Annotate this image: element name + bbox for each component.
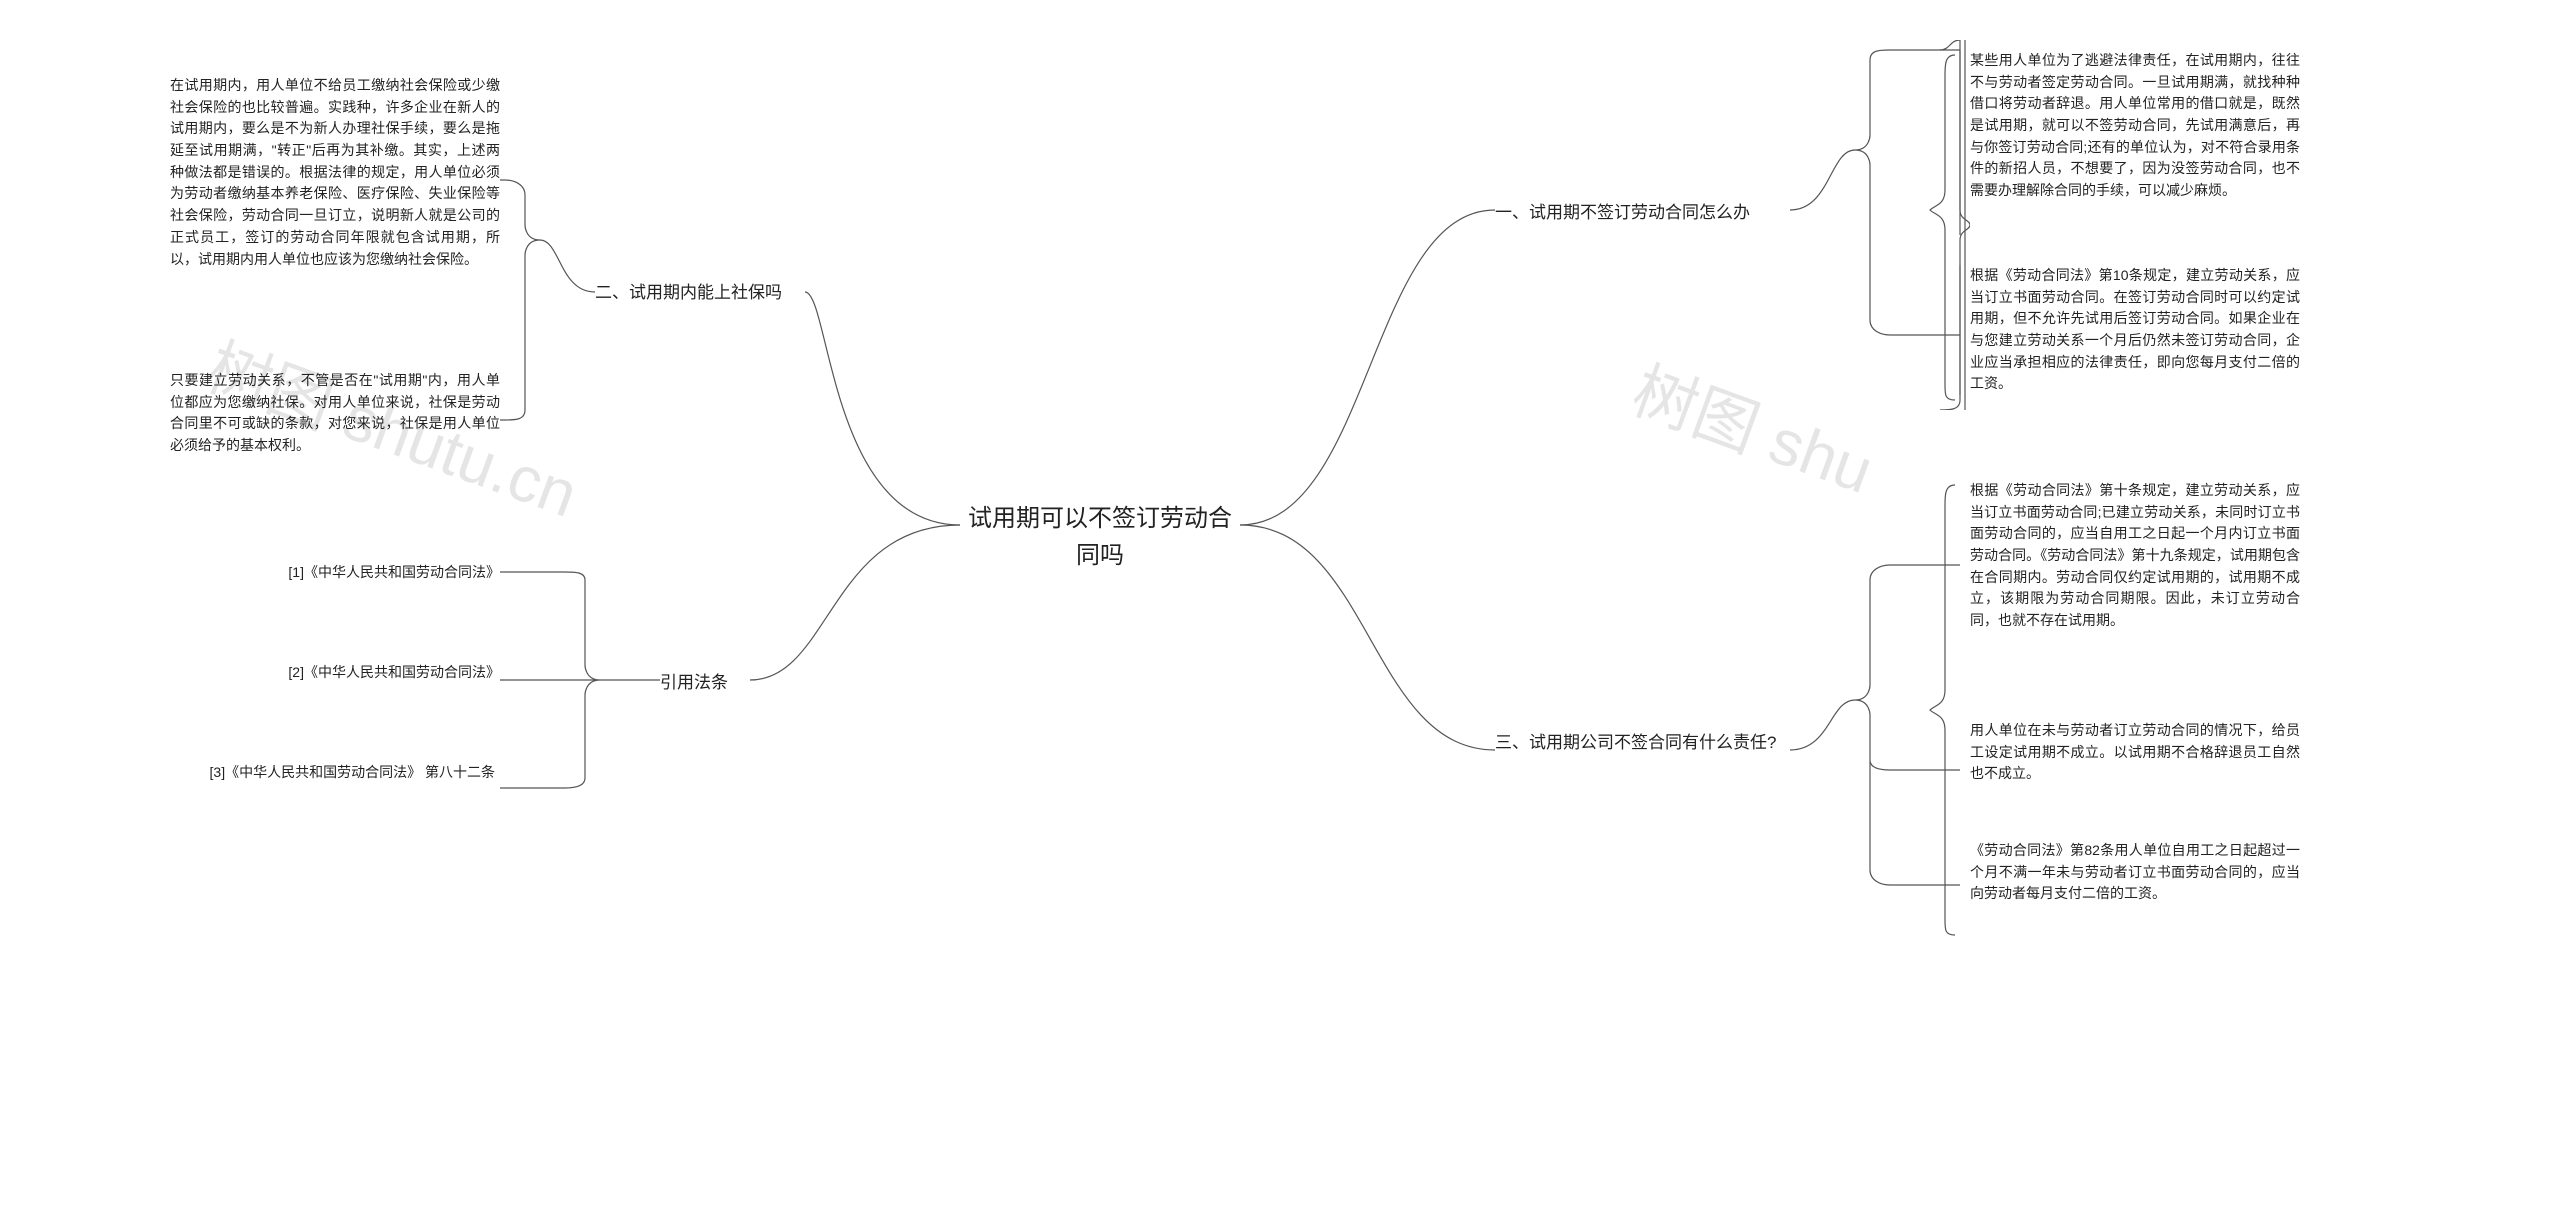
leaf-l1-2: 只要建立劳动关系，不管是否在"试用期"内，用人单位都应为您缴纳社保。对用人单位来… [170, 370, 500, 457]
bracket-right-1 [1940, 40, 1970, 410]
leaf-r2-3: 《劳动合同法》第82条用人单位自用工之日起超过一个月不满一年未与劳动者订立书面劳… [1970, 840, 2300, 905]
leaf-l2-2: [2]《中华人民共和国劳动合同法》 [200, 662, 500, 684]
leaf-r2-1: 根据《劳动合同法》第十条规定，建立劳动关系，应当订立书面劳动合同;已建立劳动关系… [1970, 480, 2300, 632]
leaf-l1-1: 在试用期内，用人单位不给员工缴纳社会保险或少缴社会保险的也比较普遍。实践种，许多… [170, 75, 500, 270]
leaf-r1-1: 某些用人单位为了逃避法律责任，在试用期内，往往不与劳动者签定劳动合同。一旦试用期… [1970, 50, 2300, 202]
branch-right-1: 一、试用期不签订劳动合同怎么办 [1495, 200, 1785, 226]
branch-left-2: 引用法条 [660, 670, 750, 696]
branch-right-2: 三、试用期公司不签合同有什么责任? [1495, 730, 1785, 756]
watermark-2: 树图 shu [1622, 340, 1887, 512]
branch-left-1: 二、试用期内能上社保吗 [595, 280, 805, 306]
leaf-r1-2: 根据《劳动合同法》第10条规定，建立劳动关系，应当订立书面劳动合同。在签订劳动合… [1970, 265, 2300, 395]
mindmap-center: 试用期可以不签订劳动合同吗 [960, 500, 1240, 574]
leaf-l2-3: [3]《中华人民共和国劳动合同法》 第八十二条 [155, 762, 495, 784]
leaf-r2-2: 用人单位在未与劳动者订立劳动合同的情况下，给员工设定试用期不成立。以试用期不合格… [1970, 720, 2300, 785]
leaf-l2-1: [1]《中华人民共和国劳动合同法》 [200, 562, 500, 584]
